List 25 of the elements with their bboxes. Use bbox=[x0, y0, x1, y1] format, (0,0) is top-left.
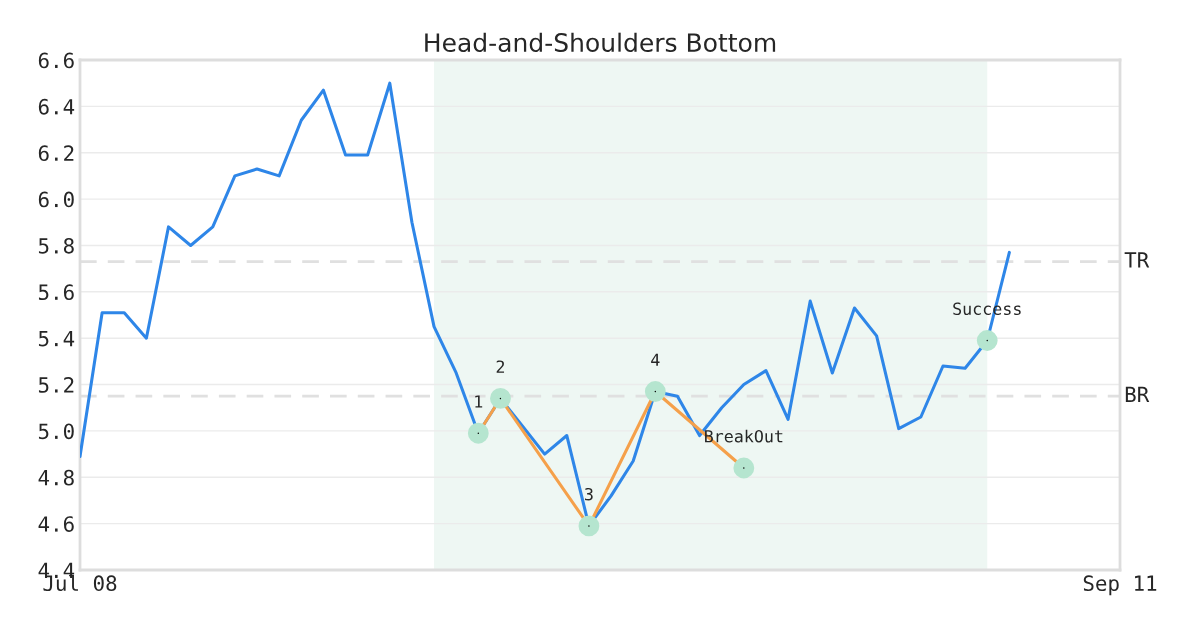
point bbox=[733, 457, 755, 479]
point bbox=[490, 388, 511, 409]
ref-line-label: BR bbox=[1125, 386, 1150, 402]
annotation: 1 bbox=[475, 395, 483, 408]
y-tick-label: 5.0 bbox=[38, 423, 74, 440]
y-tick-label: 4.6 bbox=[38, 516, 74, 532]
y-tick-label: 6.6 bbox=[38, 52, 74, 69]
y-tick-label: 6.2 bbox=[38, 145, 74, 161]
y-tick-label: 6.0 bbox=[38, 191, 74, 208]
ref-line-label: TR bbox=[1124, 252, 1150, 268]
annotation: 4 bbox=[651, 353, 660, 366]
y-tick-label: 5.4 bbox=[38, 330, 75, 347]
y-tick-label: 4.8 bbox=[38, 469, 74, 486]
x-tick-label: Sep 11 bbox=[1083, 575, 1157, 596]
point bbox=[578, 515, 600, 537]
point bbox=[644, 381, 666, 402]
point bbox=[976, 330, 998, 351]
chart-title: Head-and-Shoulders Bottom bbox=[425, 32, 776, 53]
y-tick-label: 5.6 bbox=[38, 284, 74, 301]
annotation: 3 bbox=[585, 487, 593, 501]
annotation: 2 bbox=[496, 360, 505, 373]
y-tick-label: 5.2 bbox=[38, 377, 74, 393]
y-tick-label: 6.4 bbox=[38, 98, 75, 115]
y-tick-label: 5.8 bbox=[38, 237, 74, 254]
point bbox=[467, 422, 489, 444]
